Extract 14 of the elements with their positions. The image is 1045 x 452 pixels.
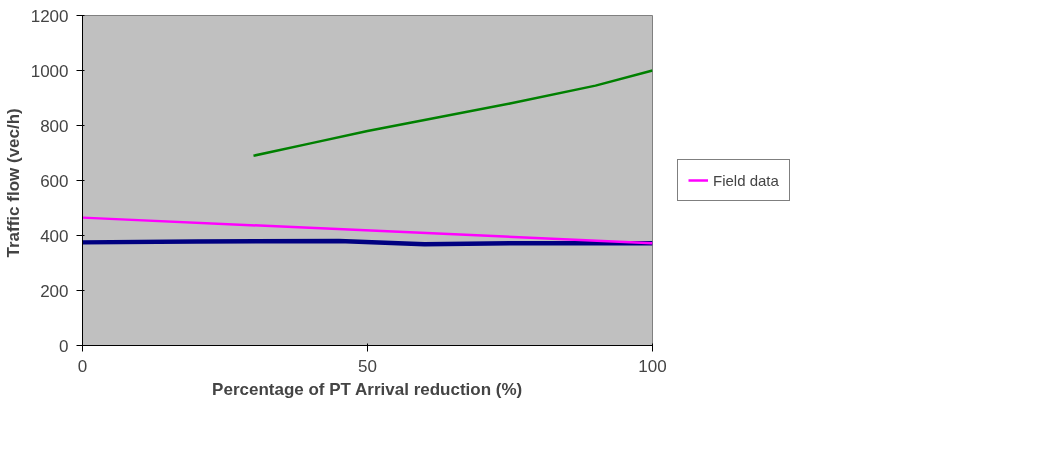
line-series (252, 69, 653, 157)
y-tick-label: 400 (40, 226, 69, 246)
legend-label: Field data (713, 171, 779, 189)
y-tick-label: 800 (40, 116, 69, 136)
x-tick-label: 0 (77, 356, 88, 376)
x-tick-label: 100 (638, 356, 667, 376)
y-tick-label: 0 (59, 336, 69, 356)
y-tick-label: 1200 (30, 6, 69, 26)
y-tick-label: 200 (40, 281, 69, 301)
x-axis-title: Percentage of PT Arrival reduction (%) (212, 379, 523, 399)
y-tick-label: 1000 (30, 61, 69, 81)
y-tick-label: 600 (40, 171, 69, 191)
y-axis-title: Traffic flow (vec/h) (3, 108, 23, 258)
x-tick-label: 50 (358, 356, 377, 376)
